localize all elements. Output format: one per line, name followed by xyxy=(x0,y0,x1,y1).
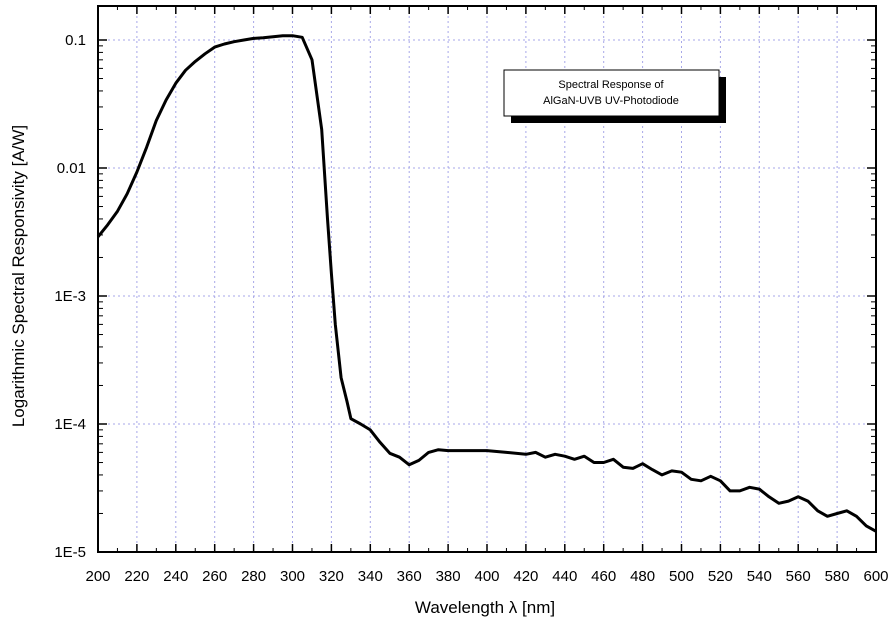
x-tick-label: 280 xyxy=(241,568,266,585)
x-tick-label: 320 xyxy=(319,568,344,585)
y-tick-label: 0.01 xyxy=(57,160,86,177)
x-tick-label: 500 xyxy=(669,568,694,585)
y-tick-label: 1E-4 xyxy=(54,416,86,433)
x-tick-label: 540 xyxy=(747,568,772,585)
y-tick-labels: 0.1 0.01 1E-3 1E-4 1E-5 xyxy=(54,32,86,561)
y-tick-label: 1E-5 xyxy=(54,544,86,561)
x-tick-label: 240 xyxy=(163,568,188,585)
x-tick-label: 520 xyxy=(708,568,733,585)
series-line xyxy=(96,34,877,533)
y-axis-title: Logarithmic Spectral Responsivity [A/W] xyxy=(9,125,28,427)
x-tick-label: 460 xyxy=(591,568,616,585)
legend-line-2: AlGaN-UVB UV-Photodiode xyxy=(543,95,679,107)
x-tick-label: 300 xyxy=(280,568,305,585)
x-tick-label: 260 xyxy=(202,568,227,585)
x-tick-label: 480 xyxy=(630,568,655,585)
legend-frame xyxy=(503,69,720,117)
grid xyxy=(98,6,876,552)
x-axis-title: Wavelength λ [nm] xyxy=(415,598,555,617)
legend-line-1: Spectral Response of xyxy=(558,79,664,91)
x-tick-label: 380 xyxy=(436,568,461,585)
y-tick-label: 1E-3 xyxy=(54,288,86,305)
x-tick-label: 220 xyxy=(124,568,149,585)
x-tick-label: 420 xyxy=(513,568,538,585)
x-tick-labels: 200 220 240 260 280 300 320 340 360 380 400 420 440 4… xyxy=(85,568,888,585)
x-tick-label: 400 xyxy=(474,568,499,585)
x-tick-label: 360 xyxy=(397,568,422,585)
x-tick-label: 340 xyxy=(358,568,383,585)
axis-ticks xyxy=(97,6,877,553)
x-tick-label: 200 xyxy=(85,568,110,585)
legend-box: Spectral Response of AlGaN-UVB UV-Photod… xyxy=(503,69,726,123)
y-tick-label: 0.1 xyxy=(65,32,86,49)
x-tick-label: 560 xyxy=(786,568,811,585)
x-tick-label: 580 xyxy=(825,568,850,585)
x-tick-label: 600 xyxy=(863,568,888,585)
x-tick-label: 440 xyxy=(552,568,577,585)
